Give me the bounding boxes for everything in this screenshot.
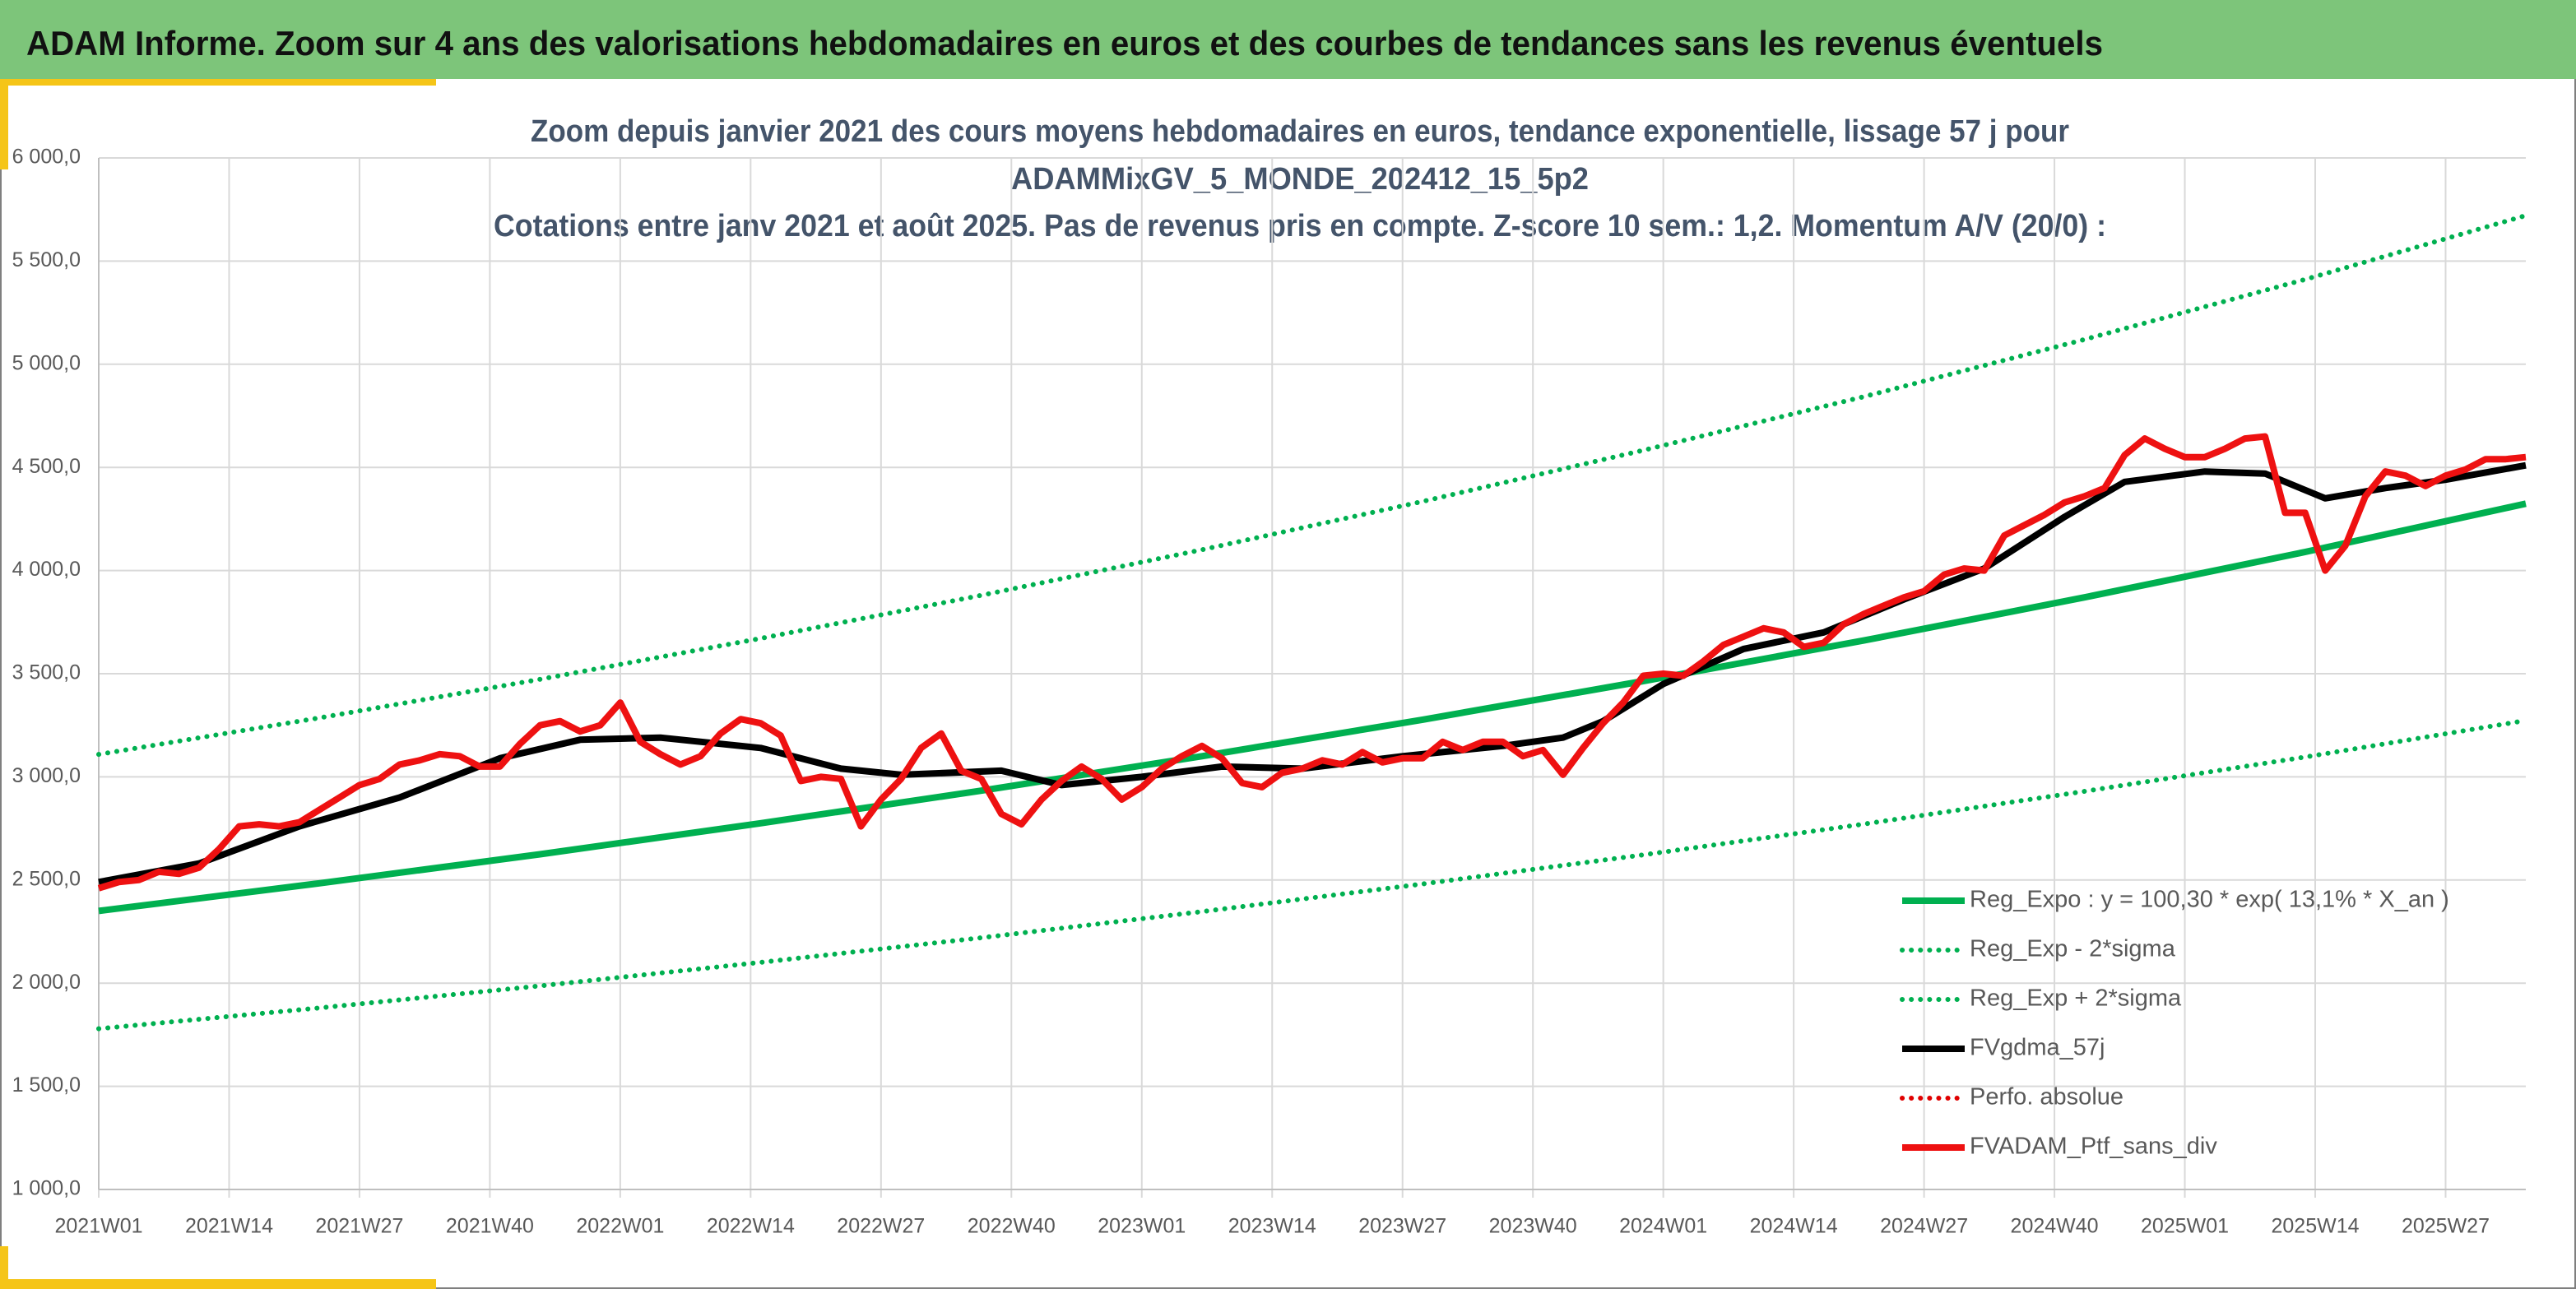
legend: Reg_Expo : y = 100,30 * exp( 13,1% * X_a…: [1900, 887, 2449, 1160]
header-band: [0, 0, 2576, 79]
series-line: [97, 433, 2527, 892]
accent: [0, 1246, 8, 1289]
accent: [0, 79, 436, 86]
y-tick-label: 5 000,0: [12, 351, 81, 374]
x-tick-label: 2023W40: [1489, 1215, 1577, 1238]
y-tick-label: 1 500,0: [12, 1073, 81, 1097]
x-tick-label: 2024W14: [1750, 1215, 1838, 1238]
x-tick-label: 2025W14: [2271, 1215, 2359, 1238]
series-line: [96, 717, 2528, 1032]
x-tick-label: 2023W14: [1228, 1215, 1316, 1238]
y-tick-label: 2 500,0: [12, 867, 81, 890]
legend-label: Reg_Expo : y = 100,30 * exp( 13,1% * X_a…: [1970, 887, 2449, 913]
x-tick-label: 2021W14: [185, 1215, 273, 1238]
chart-title: Zoom depuis janvier 2021 des cours moyen…: [531, 114, 2069, 149]
chart-title: ADAMMixGV_5_MONDE_202412_15_5p2: [1011, 162, 1589, 197]
x-tick-label: 2022W40: [968, 1215, 1056, 1238]
y-tick-label: 5 500,0: [12, 248, 81, 271]
chart-title: Cotations entre janv 2021 et août 2025. …: [494, 209, 2106, 243]
legend-label: FVADAM_Ptf_sans_div: [1970, 1134, 2217, 1160]
x-tick-label: 2024W40: [2011, 1215, 2099, 1238]
y-tick-label: 4 000,0: [12, 558, 81, 581]
legend-label: FVgdma_57j: [1970, 1035, 2105, 1061]
x-tick-label: 2021W01: [54, 1215, 142, 1238]
accent: [0, 1279, 436, 1289]
y-tick-label: 2 000,0: [12, 971, 81, 994]
y-tick-label: 3 000,0: [12, 764, 81, 787]
x-tick-label: 2022W27: [837, 1215, 925, 1238]
series-line: [98, 461, 2527, 886]
plot-area: [96, 213, 2528, 1032]
x-tick-label: 2021W40: [446, 1215, 534, 1238]
y-tick-label: 4 500,0: [12, 455, 81, 478]
x-tick-label: 2023W27: [1358, 1215, 1446, 1238]
x-tick-label: 2025W27: [2402, 1215, 2490, 1238]
y-tick-label: 6 000,0: [12, 146, 81, 169]
legend-label: Perfo. absolue: [1970, 1084, 2123, 1110]
y-tick-label: 1 000,0: [12, 1177, 81, 1200]
x-tick-label: 2023W01: [1098, 1215, 1186, 1238]
x-tick-label: 2022W14: [707, 1215, 795, 1238]
y-tick-label: 3 500,0: [12, 661, 81, 684]
series-line: [96, 213, 2528, 758]
series-line: [98, 500, 2527, 915]
grid: 1 000,0 1 500,0 2 000,0 2 500,0 3 000,0 3 500…: [12, 146, 2526, 1238]
legend-label: Reg_Exp + 2*sigma: [1970, 985, 2182, 1012]
x-tick-label: 2024W27: [1880, 1215, 1968, 1238]
accent: [0, 79, 8, 169]
header-title: ADAM Informe. Zoom sur 4 ans des valoris…: [26, 24, 2103, 63]
x-tick-label: 2024W01: [1619, 1215, 1707, 1238]
legend-label: Reg_Exp - 2*sigma: [1970, 936, 2176, 962]
x-tick-label: 2021W27: [315, 1215, 403, 1238]
x-tick-label: 2025W01: [2141, 1215, 2229, 1238]
x-tick-label: 2022W01: [576, 1215, 664, 1238]
